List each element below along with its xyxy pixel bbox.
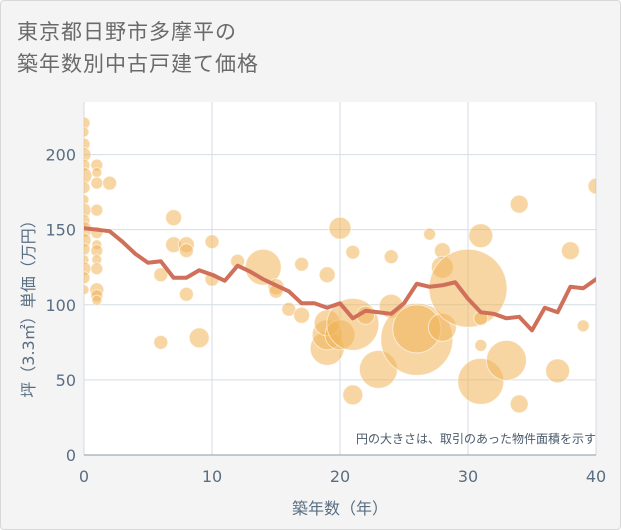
data-bubble xyxy=(102,175,118,191)
trend-line-layer xyxy=(84,226,596,333)
data-bubble xyxy=(84,194,90,206)
data-bubble xyxy=(423,227,437,241)
data-bubble xyxy=(293,306,311,324)
data-bubble xyxy=(509,194,529,214)
axes: 0 10 20 30 40 0 50 100 150 200 xyxy=(45,146,606,486)
chart-title: 東京都日野市多摩平の 築年数別中古戸建て価格 xyxy=(17,16,259,80)
data-bubble xyxy=(178,243,194,259)
data-bubble xyxy=(84,147,92,163)
data-bubble xyxy=(165,209,183,227)
x-tick-label: 20 xyxy=(330,467,350,486)
data-bubble xyxy=(560,241,580,261)
data-bubble xyxy=(474,338,488,352)
data-bubble xyxy=(485,339,527,381)
data-bubble xyxy=(90,203,104,217)
data-bubble xyxy=(84,181,91,195)
x-axis-label: 築年数（年） xyxy=(292,499,388,518)
data-bubble xyxy=(84,271,91,285)
x-tick-label: 10 xyxy=(202,467,222,486)
y-tick-label: 0 xyxy=(66,446,76,465)
data-bubble xyxy=(84,137,91,151)
data-bubble xyxy=(345,244,361,260)
data-bubble xyxy=(204,234,220,250)
data-bubble xyxy=(294,256,310,272)
data-bubble xyxy=(342,384,364,406)
title-line-1: 東京都日野市多摩平の xyxy=(17,20,237,44)
data-bubble xyxy=(383,249,399,265)
data-bubble xyxy=(318,266,336,284)
y-axis-label: 坪（3.3㎡）単価（万円） xyxy=(19,212,38,397)
title-line-2: 築年数別中古戸建て価格 xyxy=(17,52,259,76)
x-tick-label: 0 xyxy=(79,467,89,486)
data-bubble xyxy=(188,327,210,349)
data-bubble xyxy=(91,294,103,306)
data-bubble xyxy=(84,242,91,256)
data-bubble xyxy=(509,394,529,414)
data-bubble xyxy=(178,286,194,302)
data-bubble xyxy=(587,177,596,195)
price-trend-line xyxy=(84,226,596,333)
data-bubble xyxy=(84,167,93,185)
x-tick-label: 40 xyxy=(586,467,606,486)
data-bubble xyxy=(90,176,104,190)
data-bubble xyxy=(576,319,590,333)
data-bubble xyxy=(84,126,90,138)
data-bubble xyxy=(468,223,494,249)
size-annotation: 円の大きさは、取引のあった物件面積を示す xyxy=(356,431,596,446)
data-bubble xyxy=(153,334,169,350)
data-bubble xyxy=(91,167,103,179)
data-bubble xyxy=(545,358,571,384)
y-tick-label: 100 xyxy=(45,296,76,315)
y-tick-label: 200 xyxy=(45,146,76,165)
data-bubble xyxy=(84,284,90,296)
data-bubble xyxy=(328,216,352,240)
data-bubble xyxy=(90,262,104,276)
y-tick-label: 150 xyxy=(45,221,76,240)
data-bubble xyxy=(153,267,169,283)
y-tick-label: 50 xyxy=(56,371,76,390)
x-tick-label: 30 xyxy=(458,467,478,486)
data-bubble xyxy=(84,116,91,130)
